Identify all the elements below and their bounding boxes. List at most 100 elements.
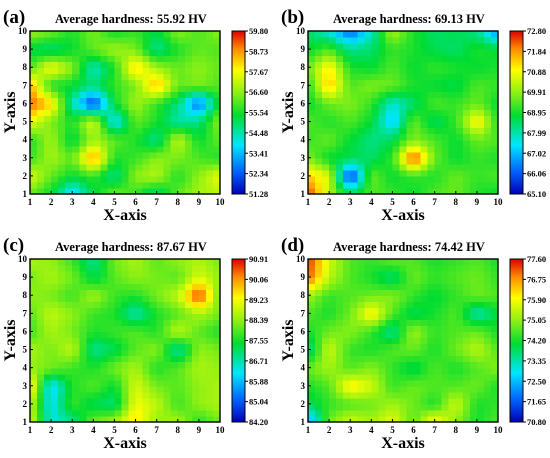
heatmap-cell xyxy=(58,163,66,171)
heatmap-cell xyxy=(483,49,492,56)
heatmap-cell xyxy=(378,397,387,405)
heatmap-cell xyxy=(350,295,358,302)
heatmap-cell xyxy=(121,133,130,141)
heatmap-cell xyxy=(86,295,94,302)
heatmap-cell xyxy=(163,385,172,393)
heatmap-cell xyxy=(455,139,464,147)
heatmap-cell xyxy=(434,319,443,327)
heatmap-cell xyxy=(156,55,165,62)
heatmap-cell xyxy=(378,325,387,333)
heatmap-cell xyxy=(114,43,123,50)
heatmap-cell xyxy=(142,409,151,417)
heatmap-cell xyxy=(149,181,158,189)
heatmap-cell xyxy=(490,409,499,417)
heatmap-cell xyxy=(413,91,422,99)
heatmap-cell xyxy=(107,91,116,99)
heatmap-cell xyxy=(371,49,379,56)
heatmap-cell xyxy=(191,187,200,195)
heatmap-cell xyxy=(212,271,221,278)
heatmap-cell xyxy=(385,85,394,92)
heatmap-cell xyxy=(72,31,80,38)
heatmap-cell xyxy=(156,73,165,80)
heatmap-cell xyxy=(434,157,443,165)
heatmap-cell xyxy=(163,277,172,284)
heatmap-cell xyxy=(406,151,415,159)
colorbar-tick-label: 70.88 xyxy=(527,67,546,77)
heatmap-cell xyxy=(315,295,323,302)
heatmap-cell xyxy=(79,349,87,357)
heatmap-cell xyxy=(441,259,450,266)
heatmap-cell xyxy=(385,67,394,74)
heatmap-cell xyxy=(86,403,94,411)
heatmap-cell xyxy=(322,67,330,74)
heatmap-cell xyxy=(420,79,429,86)
x-tick-label: 3 xyxy=(70,197,75,207)
heatmap-cell xyxy=(184,109,193,117)
heatmap-cell xyxy=(399,343,408,351)
colorbar xyxy=(509,258,524,423)
heatmap-cell xyxy=(399,331,408,339)
heatmap-cell xyxy=(364,379,372,387)
heatmap-cell xyxy=(212,343,221,351)
y-tick-label: 8 xyxy=(301,290,306,300)
heatmap-cell xyxy=(184,403,193,411)
heatmap-cell xyxy=(378,271,387,278)
heatmap-cell xyxy=(392,343,401,351)
heatmap-cell xyxy=(350,31,358,38)
heatmap-cell xyxy=(212,355,221,363)
heatmap-cell xyxy=(177,331,186,339)
colorbar-tick-label: 71.65 xyxy=(527,397,546,407)
heatmap-cell xyxy=(490,43,499,50)
heatmap-cell xyxy=(198,43,207,50)
heatmap-cell xyxy=(79,115,87,123)
heatmap-cell xyxy=(483,277,492,284)
heatmap-cell xyxy=(177,307,186,314)
heatmap-cell xyxy=(177,385,186,393)
heatmap-cell xyxy=(100,403,109,411)
heatmap-cell xyxy=(156,49,165,56)
heatmap-cell xyxy=(58,391,66,399)
heatmap-cell xyxy=(135,139,144,147)
heatmap-cell xyxy=(121,313,130,320)
heatmap-cell xyxy=(170,91,179,99)
heatmap-cell xyxy=(72,157,80,165)
heatmap-cell xyxy=(177,61,186,68)
heatmap-cell xyxy=(79,415,87,423)
heatmap-cell xyxy=(462,133,471,141)
heatmap-cell xyxy=(343,67,351,74)
heatmap-cell xyxy=(420,55,429,62)
heatmap-cell xyxy=(135,37,144,44)
heatmap-cell xyxy=(184,187,193,195)
heatmap-cell xyxy=(128,391,137,399)
heatmap-cell xyxy=(350,133,358,141)
heatmap-cell xyxy=(205,175,214,183)
heatmap-cell xyxy=(406,49,415,56)
heatmap-cell xyxy=(128,139,137,147)
heatmap-cell xyxy=(184,319,193,327)
heatmap-cell xyxy=(455,109,464,117)
heatmap-cell xyxy=(51,325,59,333)
heatmap-cell xyxy=(149,367,158,375)
heatmap-cell xyxy=(413,151,422,159)
heatmap-cell xyxy=(476,391,485,399)
colorbar-tick-label: 71.84 xyxy=(527,46,547,56)
heatmap-cell xyxy=(142,91,151,99)
heatmap-cell xyxy=(191,295,200,302)
heatmap-cell xyxy=(329,151,337,159)
heatmap-cell xyxy=(205,409,214,417)
heatmap-cell xyxy=(413,163,422,171)
heatmap-cell xyxy=(58,289,66,296)
heatmap-cell xyxy=(329,409,337,417)
heatmap-cell xyxy=(469,175,478,183)
heatmap-cell xyxy=(350,391,358,399)
colorbar xyxy=(509,30,524,195)
heatmap-cell xyxy=(100,43,109,50)
heatmap-cell xyxy=(469,259,478,266)
heatmap-cell xyxy=(483,157,492,165)
heatmap-cell xyxy=(93,73,101,80)
plot-frame xyxy=(29,258,221,423)
heatmap-cell xyxy=(79,361,87,369)
heatmap-cell xyxy=(212,115,221,123)
heatmap-cell xyxy=(79,49,87,56)
heatmap-cell xyxy=(357,61,365,68)
